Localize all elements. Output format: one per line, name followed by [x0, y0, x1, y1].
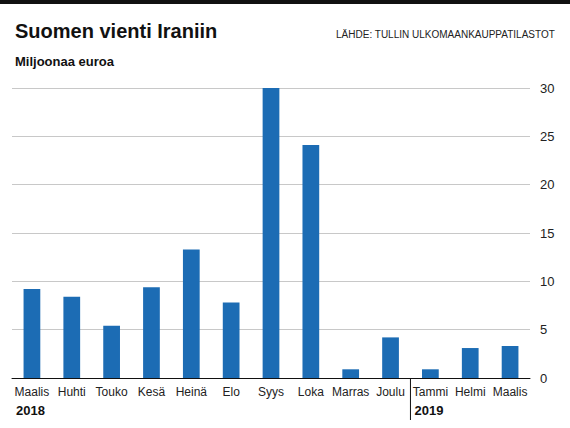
- svg-text:Tammi: Tammi: [413, 385, 448, 399]
- svg-text:Huhti: Huhti: [58, 385, 86, 399]
- svg-text:LÄHDE: TULLIN ULKOMAANKAUPPATI: LÄHDE: TULLIN ULKOMAANKAUPPATILASTOT: [336, 29, 555, 40]
- svg-text:Kesä: Kesä: [138, 385, 166, 399]
- svg-text:Elo: Elo: [222, 385, 240, 399]
- svg-text:25: 25: [540, 129, 554, 144]
- svg-text:Suomen vienti Iraniin: Suomen vienti Iraniin: [15, 20, 217, 42]
- svg-text:Maalis: Maalis: [15, 385, 50, 399]
- svg-text:Marras: Marras: [332, 385, 369, 399]
- svg-text:10: 10: [540, 274, 554, 289]
- svg-text:Miljoonaa euroa: Miljoonaa euroa: [15, 54, 115, 69]
- svg-text:30: 30: [540, 81, 554, 96]
- svg-text:Heinä: Heinä: [176, 385, 208, 399]
- svg-text:15: 15: [540, 226, 554, 241]
- svg-text:5: 5: [540, 322, 547, 337]
- svg-text:Touko: Touko: [96, 385, 128, 399]
- svg-text:Loka: Loka: [298, 385, 324, 399]
- svg-text:0: 0: [540, 371, 547, 386]
- svg-text:Syys: Syys: [258, 385, 284, 399]
- svg-text:Joulu: Joulu: [376, 385, 405, 399]
- svg-text:20: 20: [540, 177, 554, 192]
- svg-text:Helmi: Helmi: [455, 385, 486, 399]
- svg-text:2019: 2019: [414, 403, 443, 418]
- svg-text:2018: 2018: [16, 403, 45, 418]
- svg-text:Maalis: Maalis: [493, 385, 528, 399]
